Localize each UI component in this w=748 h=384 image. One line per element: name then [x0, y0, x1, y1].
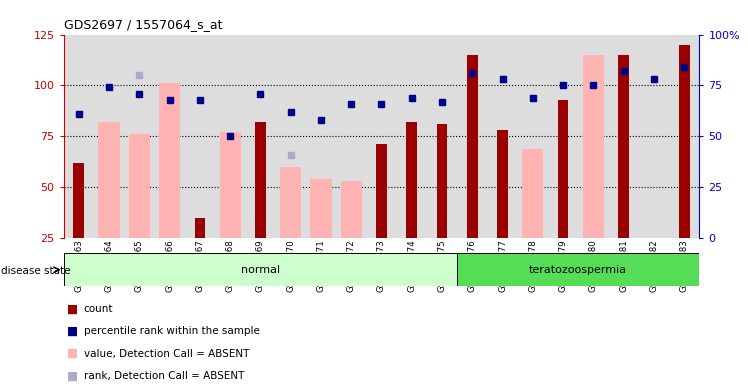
Bar [437, 124, 447, 238]
Bar [457, 253, 699, 286]
Bar [497, 130, 508, 238]
Text: ■: ■ [67, 325, 79, 338]
Bar [194, 218, 205, 238]
Bar [219, 132, 241, 238]
Text: count: count [84, 304, 113, 314]
Bar [679, 45, 690, 238]
Bar [159, 83, 180, 238]
Text: normal: normal [241, 265, 280, 275]
Bar [310, 179, 331, 238]
Bar [558, 100, 568, 238]
Bar [280, 167, 301, 238]
Bar [129, 134, 150, 238]
Bar [522, 149, 544, 238]
Text: value, Detection Call = ABSENT: value, Detection Call = ABSENT [84, 349, 249, 359]
Bar [340, 181, 362, 238]
Bar [99, 122, 120, 238]
Text: ■: ■ [67, 369, 79, 382]
Bar [64, 253, 457, 286]
Bar [255, 122, 266, 238]
Text: ■: ■ [67, 347, 79, 360]
Text: ■: ■ [67, 303, 79, 316]
Bar [73, 163, 84, 238]
Bar [583, 55, 604, 238]
Bar [406, 122, 417, 238]
Text: GDS2697 / 1557064_s_at: GDS2697 / 1557064_s_at [64, 18, 222, 31]
Bar [619, 55, 629, 238]
Bar [467, 55, 478, 238]
Text: percentile rank within the sample: percentile rank within the sample [84, 326, 260, 336]
Text: disease state: disease state [1, 266, 71, 276]
Bar [376, 144, 387, 238]
Text: teratozoospermia: teratozoospermia [530, 265, 628, 275]
Text: rank, Detection Call = ABSENT: rank, Detection Call = ABSENT [84, 371, 244, 381]
